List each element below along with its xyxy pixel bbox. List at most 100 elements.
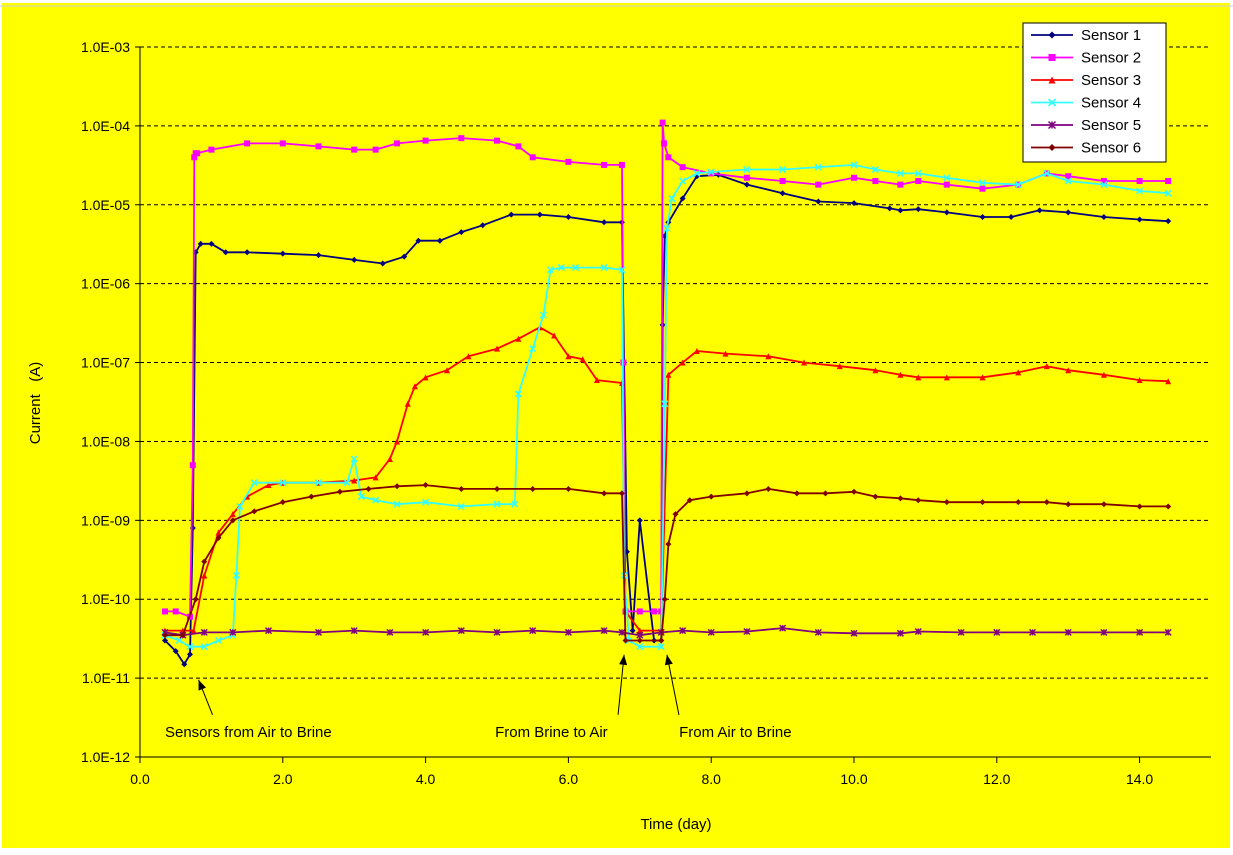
data-point — [1036, 207, 1043, 214]
data-point — [915, 178, 922, 185]
data-point — [172, 608, 179, 615]
data-point — [422, 498, 430, 506]
data-point — [529, 485, 536, 492]
data-point — [200, 628, 208, 636]
data-point — [579, 356, 586, 363]
data-point — [350, 627, 358, 635]
data-point — [229, 628, 237, 636]
data-point — [793, 490, 800, 497]
data-point — [200, 643, 208, 651]
data-point — [993, 628, 1001, 636]
data-point — [979, 213, 986, 220]
data-point — [636, 627, 643, 634]
data-point — [1136, 187, 1144, 195]
data-point — [515, 335, 522, 342]
data-point — [161, 608, 168, 615]
axes — [135, 46, 1211, 763]
data-point — [618, 161, 625, 168]
data-point — [229, 517, 236, 524]
data-point — [244, 249, 251, 256]
data-point — [314, 628, 323, 636]
data-point — [708, 170, 715, 177]
y-tick-label: 1.0E-09 — [81, 512, 130, 528]
data-point — [444, 367, 451, 374]
data-point — [529, 627, 537, 635]
legend-item: Sensor 3 — [1031, 72, 1141, 89]
data-point — [189, 462, 196, 469]
data-point — [279, 499, 286, 506]
data-point — [351, 146, 358, 153]
data-point — [943, 374, 950, 381]
data-point — [565, 353, 572, 360]
data-point — [663, 224, 671, 233]
data-point — [186, 651, 193, 658]
annotation-label: Sensors from Air to Brine — [165, 724, 332, 741]
data-point — [601, 219, 608, 226]
data-point — [546, 266, 555, 274]
data-point — [190, 627, 197, 634]
data-point — [679, 627, 687, 635]
data-point — [372, 496, 380, 504]
data-point — [422, 628, 430, 636]
data-point — [943, 181, 950, 188]
y-tick-label: 1.0E-10 — [81, 591, 130, 607]
data-point — [850, 629, 858, 637]
y-tick-label: 1.0E-06 — [81, 276, 130, 292]
data-point — [179, 632, 186, 639]
data-point — [458, 229, 465, 236]
data-point — [422, 137, 429, 144]
data-point — [957, 628, 965, 636]
data-point — [693, 348, 700, 355]
data-point — [707, 168, 715, 176]
data-point — [172, 648, 179, 655]
gridlines — [140, 46, 1211, 679]
data-point — [565, 158, 572, 165]
data-point — [529, 345, 537, 353]
data-point — [161, 632, 168, 639]
y-tick-label: 1.0E-12 — [81, 749, 130, 765]
data-point — [404, 400, 411, 407]
data-point — [1047, 120, 1057, 130]
data-point — [357, 493, 365, 501]
data-point — [494, 137, 500, 144]
data-point — [186, 643, 194, 651]
data-point — [351, 256, 358, 263]
data-point — [765, 353, 772, 360]
plot-area — [161, 119, 1172, 668]
data-point — [265, 482, 272, 489]
data-point — [1015, 369, 1022, 376]
data-point — [897, 207, 904, 214]
data-point — [1136, 178, 1143, 185]
data-point — [665, 371, 672, 378]
data-point — [1165, 503, 1172, 510]
data-point — [214, 636, 223, 645]
data-point — [801, 359, 808, 366]
data-point — [458, 485, 465, 492]
y-tick-labels: 1.0E-03 1.0E-04 1.0E-05 1.0E-06 1.0E-07 1.0E-… — [81, 39, 130, 765]
data-point — [601, 161, 608, 168]
legend-item: Sensor 5 — [1031, 117, 1141, 134]
x-tick-label: 6.0 — [559, 771, 579, 787]
data-point — [618, 628, 626, 636]
data-point — [872, 178, 879, 185]
legend-label: Sensor 4 — [1081, 95, 1141, 112]
data-point — [779, 165, 787, 174]
series-5 — [161, 624, 1172, 639]
data-point — [651, 608, 658, 615]
data-point — [722, 350, 729, 357]
data-point — [493, 500, 501, 508]
legend-box — [1022, 22, 1167, 163]
data-point — [871, 165, 879, 174]
data-point — [536, 211, 543, 218]
data-point — [618, 490, 625, 497]
data-point — [657, 643, 665, 651]
data-point — [886, 205, 893, 212]
data-point — [494, 345, 500, 352]
data-point — [600, 263, 608, 272]
data-point — [394, 483, 401, 490]
data-point — [814, 163, 822, 171]
data-point — [1065, 501, 1072, 508]
data-point — [1047, 98, 1057, 107]
legend-label: Sensor 6 — [1081, 140, 1141, 157]
data-point — [279, 250, 286, 257]
